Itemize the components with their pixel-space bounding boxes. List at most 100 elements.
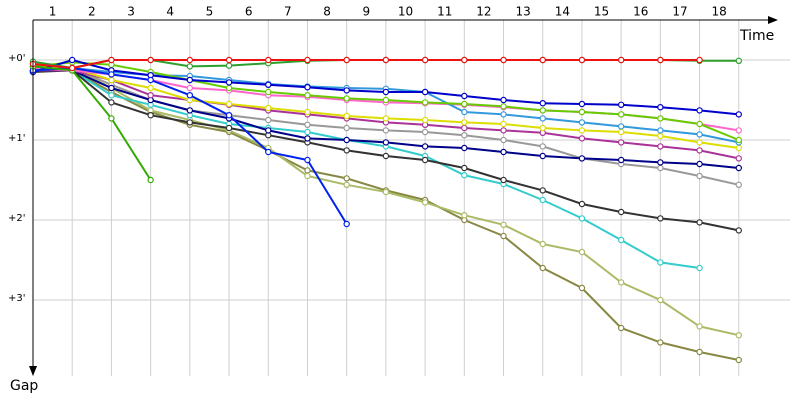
point bbox=[108, 71, 115, 78]
point bbox=[421, 88, 429, 96]
point bbox=[578, 200, 586, 208]
point bbox=[696, 120, 703, 128]
point bbox=[539, 115, 546, 122]
x-tick-label: 8 bbox=[323, 5, 331, 19]
point bbox=[735, 111, 742, 118]
point bbox=[539, 240, 546, 248]
point bbox=[657, 164, 664, 172]
point bbox=[186, 63, 194, 70]
point bbox=[265, 88, 272, 96]
point bbox=[500, 148, 507, 156]
x-tick-label: 9 bbox=[362, 5, 370, 19]
point bbox=[578, 248, 586, 256]
point bbox=[696, 56, 703, 64]
point bbox=[382, 88, 390, 96]
point bbox=[696, 139, 703, 146]
point bbox=[500, 221, 507, 228]
point bbox=[382, 96, 390, 104]
point bbox=[382, 188, 390, 196]
point bbox=[382, 127, 390, 134]
point bbox=[500, 232, 507, 240]
point bbox=[617, 123, 625, 130]
point bbox=[735, 181, 742, 188]
point bbox=[617, 56, 625, 64]
x-arrow bbox=[768, 16, 778, 24]
point bbox=[69, 64, 76, 72]
point bbox=[343, 95, 350, 102]
point bbox=[617, 101, 625, 109]
point bbox=[735, 136, 742, 144]
series-line bbox=[32, 59, 700, 70]
point bbox=[186, 56, 194, 64]
point bbox=[265, 104, 272, 112]
point bbox=[108, 84, 115, 92]
point bbox=[343, 124, 350, 132]
point bbox=[186, 91, 194, 99]
point bbox=[696, 348, 703, 356]
x-tick-label: 1 bbox=[49, 5, 57, 19]
point bbox=[343, 147, 350, 154]
point bbox=[382, 152, 390, 160]
point bbox=[696, 323, 703, 330]
point bbox=[421, 128, 429, 136]
point bbox=[539, 143, 546, 150]
y-tick-label: +0' bbox=[8, 53, 26, 64]
point bbox=[225, 111, 233, 119]
point bbox=[657, 339, 664, 346]
point bbox=[304, 135, 311, 142]
point bbox=[461, 211, 468, 219]
x-tick-label: 2 bbox=[88, 5, 96, 19]
point bbox=[539, 56, 546, 64]
point bbox=[343, 56, 350, 64]
point bbox=[657, 159, 664, 166]
x-tick-label: 4 bbox=[166, 5, 174, 19]
point bbox=[304, 56, 311, 64]
x-tick-label: 16 bbox=[633, 5, 648, 19]
point bbox=[225, 56, 233, 64]
x-tick-label: 7 bbox=[284, 5, 292, 19]
y-axis-label: Gap bbox=[10, 378, 38, 394]
point bbox=[539, 124, 546, 132]
point bbox=[304, 91, 311, 99]
point bbox=[461, 92, 468, 100]
point bbox=[500, 136, 507, 144]
point bbox=[225, 124, 233, 132]
point bbox=[108, 91, 115, 99]
x-tick-label: 11 bbox=[437, 5, 452, 19]
point bbox=[578, 119, 586, 126]
series-line bbox=[32, 65, 152, 181]
point bbox=[421, 199, 429, 206]
point bbox=[186, 76, 194, 84]
point bbox=[461, 56, 468, 64]
point bbox=[500, 111, 507, 118]
point bbox=[225, 100, 233, 108]
point bbox=[461, 124, 468, 132]
point bbox=[735, 227, 742, 234]
x-tick-label: 18 bbox=[712, 5, 727, 19]
point bbox=[657, 143, 664, 150]
point bbox=[147, 56, 154, 64]
y-tick-label: +3' bbox=[8, 293, 26, 304]
point bbox=[617, 139, 625, 146]
x-tick-label: 14 bbox=[555, 5, 570, 19]
point bbox=[578, 100, 586, 108]
point bbox=[696, 264, 703, 272]
point bbox=[617, 236, 625, 244]
point bbox=[696, 172, 703, 180]
point bbox=[304, 83, 311, 91]
x-axis-label: Time bbox=[739, 28, 774, 44]
point bbox=[461, 131, 468, 139]
point bbox=[657, 259, 664, 266]
point bbox=[225, 62, 233, 69]
y-tick-label: +2' bbox=[8, 213, 26, 224]
point bbox=[617, 324, 625, 332]
point bbox=[382, 115, 390, 122]
point bbox=[304, 156, 311, 164]
point bbox=[735, 144, 742, 152]
point bbox=[578, 56, 586, 64]
point bbox=[617, 156, 625, 164]
point bbox=[147, 111, 154, 119]
x-tick-label: 6 bbox=[245, 5, 253, 19]
point bbox=[539, 196, 546, 204]
